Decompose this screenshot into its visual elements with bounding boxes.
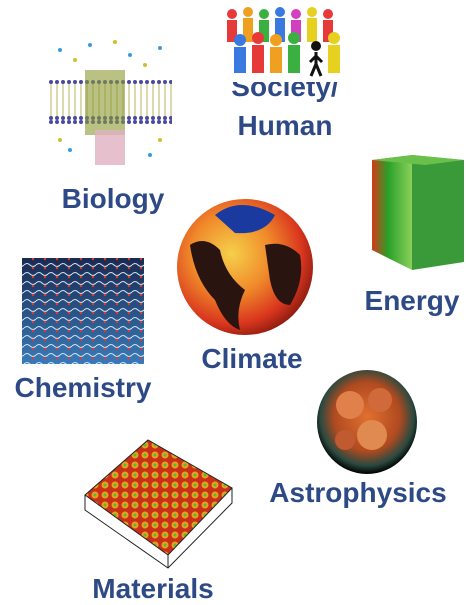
biology-node: Biology [48,40,172,214]
astrophysics-node: Astrophysics [269,370,447,508]
node-label: Materials [92,573,213,604]
society-image [218,0,350,82]
materials-node: Materials [84,439,233,604]
node-label: Astrophysics [269,477,446,508]
energy-image [372,155,464,270]
biology-image [48,40,172,165]
energy-node: Energy [365,155,464,316]
climate-image [177,199,313,335]
chemistry-image [22,258,144,364]
society-node: Society/ Human [218,0,350,141]
node-label: Chemistry [15,372,152,403]
materials-image [84,439,233,569]
node-label: Energy [365,285,460,316]
astrophysics-image [317,370,417,474]
node-label: Biology [62,183,165,214]
chemistry-node: Chemistry [15,258,152,403]
node-label: Human [238,110,333,141]
node-label: Climate [201,343,302,374]
climate-node: Climate [177,199,313,374]
